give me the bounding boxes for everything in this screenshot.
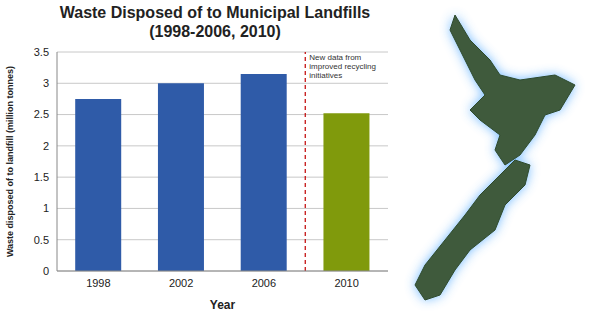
svg-text:1: 1	[43, 202, 49, 214]
svg-text:0.5: 0.5	[34, 234, 49, 246]
html-text:Waste Disposed of to Municipal: Waste Disposed of to Municipal Landfills…	[59, 4, 371, 40]
svg-text:1.5: 1.5	[34, 171, 49, 183]
svg-text:New data fromimproved recyclin: New data fromimproved recyclinginitiativ…	[309, 53, 376, 80]
svg-text:2006: 2006	[252, 277, 276, 289]
svg-text:Year: Year	[210, 298, 236, 311]
svg-text:0: 0	[43, 265, 49, 277]
svg-text:1998: 1998	[86, 277, 110, 289]
svg-text:Waste disposed of to landfill: Waste disposed of to landfill (million t…	[8, 66, 15, 257]
svg-text:2002: 2002	[169, 277, 193, 289]
svg-text:2010: 2010	[334, 277, 358, 289]
svg-text:2: 2	[43, 140, 49, 152]
svg-text:2.5: 2.5	[34, 108, 49, 120]
svg-text:3.5: 3.5	[34, 46, 49, 58]
svg-text:3: 3	[43, 77, 49, 89]
